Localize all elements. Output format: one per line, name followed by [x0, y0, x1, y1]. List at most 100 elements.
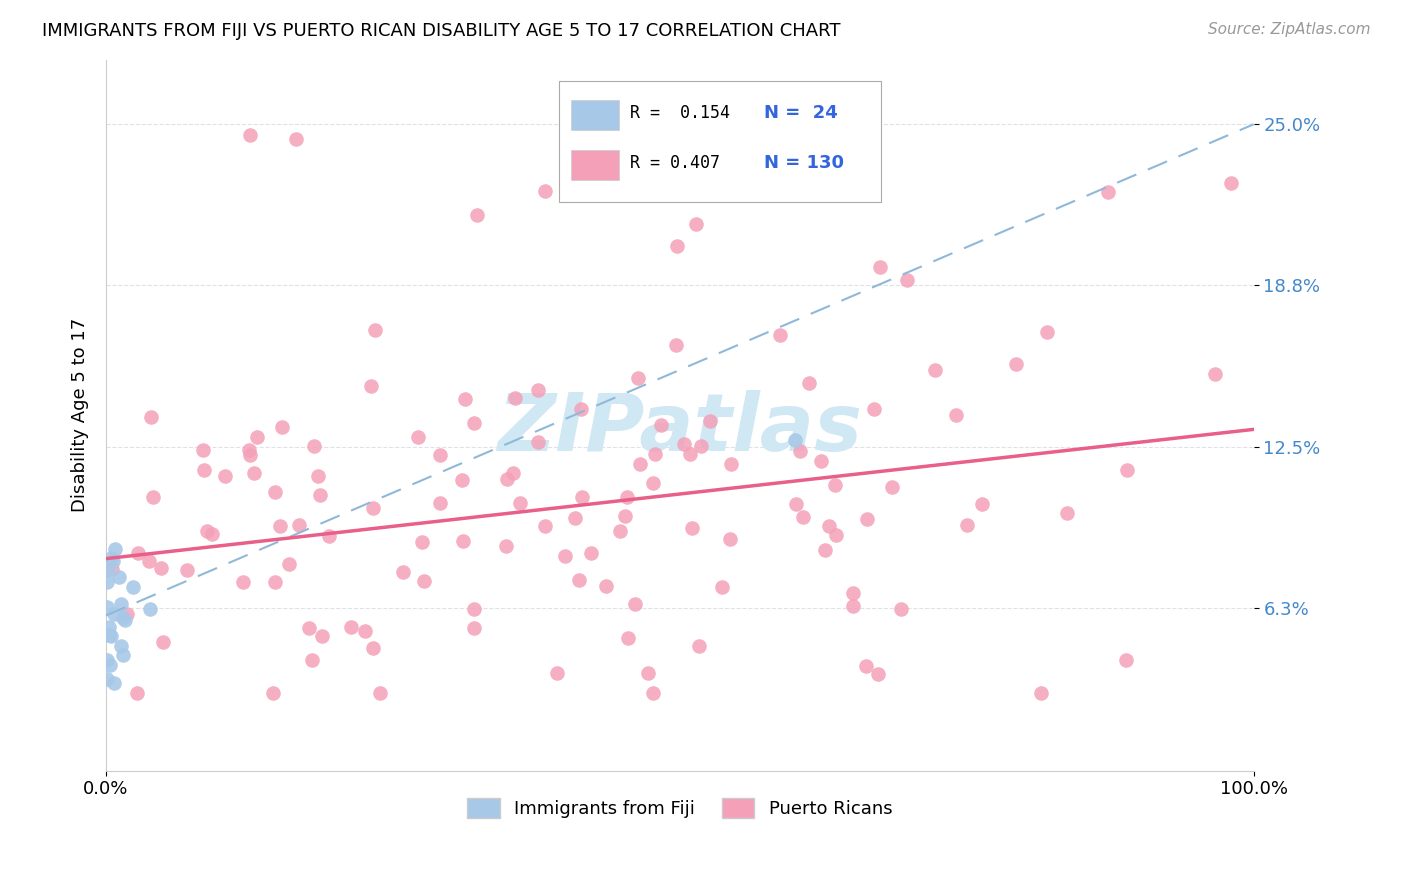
Point	[411, 534, 433, 549]
Point	[364, 323, 387, 337]
Point	[534, 184, 557, 198]
Point	[824, 528, 846, 542]
Point	[644, 447, 666, 461]
Point	[720, 457, 742, 471]
Point	[112, 648, 135, 663]
Point	[368, 686, 391, 700]
Point	[271, 420, 294, 434]
Point	[98, 619, 121, 633]
FancyBboxPatch shape	[571, 150, 619, 180]
Point	[311, 629, 333, 643]
Point	[285, 132, 308, 146]
Point	[246, 429, 269, 443]
Point	[201, 527, 224, 541]
FancyBboxPatch shape	[560, 81, 880, 202]
Point	[495, 539, 517, 553]
Point	[1035, 326, 1057, 340]
Point	[637, 666, 659, 681]
Point	[783, 433, 806, 447]
Point	[96, 599, 118, 614]
Point	[142, 490, 165, 504]
Y-axis label: Disability Age 5 to 17: Disability Age 5 to 17	[72, 318, 89, 512]
Text: IMMIGRANTS FROM FIJI VS PUERTO RICAN DISABILITY AGE 5 TO 17 CORRELATION CHART: IMMIGRANTS FROM FIJI VS PUERTO RICAN DIS…	[42, 22, 841, 40]
Point	[301, 652, 323, 666]
Point	[103, 676, 125, 690]
Point	[681, 521, 703, 535]
Point	[98, 627, 121, 641]
Point	[616, 491, 638, 505]
Point	[193, 463, 215, 477]
Point	[685, 217, 707, 231]
Point	[307, 469, 329, 483]
Point	[96, 563, 118, 577]
Point	[502, 466, 524, 480]
Point	[127, 686, 149, 700]
Point	[269, 519, 291, 533]
Point	[451, 533, 474, 548]
Point	[138, 602, 160, 616]
Point	[238, 442, 260, 457]
Point	[340, 620, 363, 634]
Point	[454, 392, 477, 406]
Text: Source: ZipAtlas.com: Source: ZipAtlas.com	[1208, 22, 1371, 37]
Point	[866, 667, 889, 681]
Point	[785, 497, 807, 511]
Point	[626, 371, 648, 385]
Point	[98, 658, 121, 673]
Point	[463, 621, 485, 635]
Point	[450, 473, 472, 487]
Point	[863, 402, 886, 417]
Point	[690, 439, 713, 453]
Point	[429, 496, 451, 510]
Text: N = 130: N = 130	[763, 153, 844, 171]
Point	[711, 580, 734, 594]
Point	[232, 574, 254, 589]
Point	[96, 653, 118, 667]
Legend: Immigrants from Fiji, Puerto Ricans: Immigrants from Fiji, Puerto Ricans	[460, 790, 900, 826]
Point	[641, 475, 664, 490]
Point	[623, 597, 645, 611]
Point	[96, 672, 118, 686]
Point	[869, 260, 891, 274]
Point	[666, 239, 689, 253]
Point	[263, 686, 285, 700]
Point	[1204, 368, 1226, 382]
Point	[1115, 653, 1137, 667]
Point	[817, 519, 839, 533]
Point	[214, 469, 236, 483]
Point	[1116, 462, 1139, 476]
Point	[824, 477, 846, 491]
Point	[429, 448, 451, 462]
Point	[797, 376, 820, 390]
Point	[263, 575, 285, 590]
Point	[509, 496, 531, 510]
Point	[1219, 176, 1241, 190]
Point	[243, 466, 266, 480]
Point	[769, 328, 792, 343]
Point	[617, 631, 640, 645]
Point	[463, 602, 485, 616]
Point	[110, 598, 132, 612]
Point	[792, 510, 814, 524]
Point	[1005, 358, 1028, 372]
Point	[896, 273, 918, 287]
Point	[595, 579, 617, 593]
Point	[100, 551, 122, 566]
Point	[956, 517, 979, 532]
Point	[363, 501, 385, 516]
Point	[842, 599, 865, 614]
Point	[149, 561, 172, 575]
Point	[496, 472, 519, 486]
Point	[720, 532, 742, 546]
Point	[527, 435, 550, 450]
Point	[571, 490, 593, 504]
Point	[176, 563, 198, 577]
Point	[318, 529, 340, 543]
Point	[609, 524, 631, 538]
Point	[152, 634, 174, 648]
Point	[392, 565, 415, 579]
Point	[855, 658, 877, 673]
Point	[546, 666, 568, 681]
Point	[263, 485, 285, 500]
Point	[115, 607, 138, 621]
